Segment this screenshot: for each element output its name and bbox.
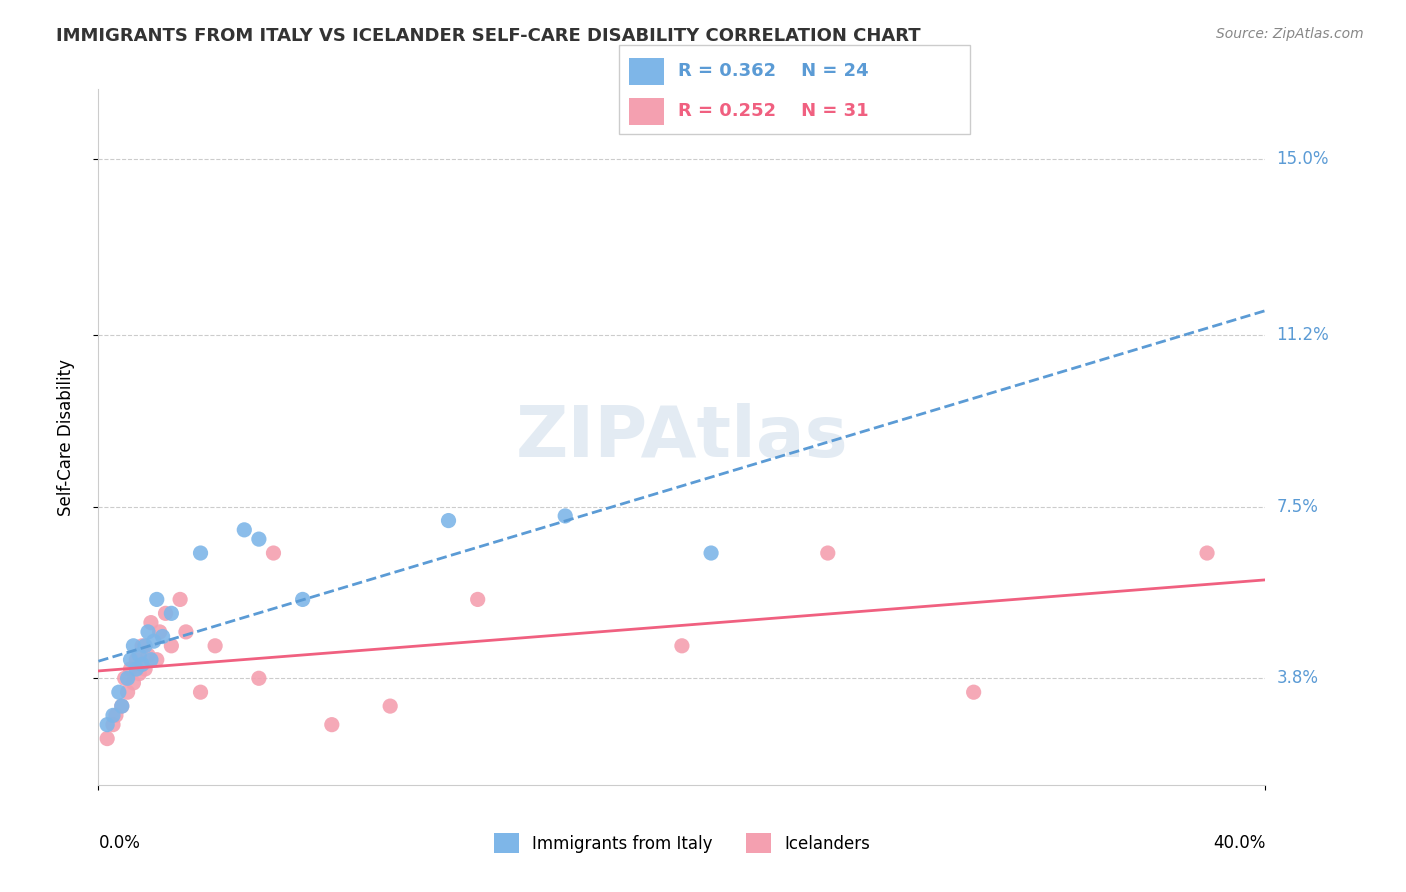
Point: [125, 653, 148, 667]
Point: [146, 592, 169, 607]
Y-axis label: Self-Care Disability: Self-Care Disability: [56, 359, 75, 516]
Point: [190, 685, 212, 699]
Point: [96, 731, 118, 746]
Point: [108, 685, 131, 699]
Text: ZIPAtlas: ZIPAtlas: [516, 402, 848, 472]
Point: [155, 607, 177, 621]
Text: IMMIGRANTS FROM ITALY VS ICELANDER SELF-CARE DISABILITY CORRELATION CHART: IMMIGRANTS FROM ITALY VS ICELANDER SELF-…: [56, 27, 921, 45]
Point: [122, 639, 145, 653]
Point: [817, 546, 839, 560]
Point: [125, 662, 148, 676]
Text: 0.0%: 0.0%: [98, 834, 141, 852]
Point: [111, 699, 134, 714]
Point: [962, 685, 984, 699]
Point: [247, 671, 270, 685]
Point: [120, 662, 142, 676]
Bar: [630, 58, 664, 85]
Text: 11.2%: 11.2%: [1277, 326, 1329, 344]
Point: [160, 607, 183, 621]
Point: [96, 717, 118, 731]
Point: [128, 666, 150, 681]
Point: [134, 662, 156, 676]
Bar: [630, 98, 664, 125]
Point: [136, 648, 159, 662]
Point: [1197, 546, 1219, 560]
Point: [120, 653, 142, 667]
Point: [146, 653, 169, 667]
Point: [152, 630, 174, 644]
Text: 15.0%: 15.0%: [1277, 150, 1329, 168]
Point: [467, 592, 489, 607]
Point: [169, 592, 191, 607]
Point: [117, 685, 139, 699]
Point: [554, 508, 576, 523]
Point: [114, 671, 136, 685]
Point: [131, 657, 153, 672]
Point: [134, 639, 156, 653]
Legend: Immigrants from Italy, Icelanders: Immigrants from Italy, Icelanders: [486, 827, 877, 860]
Point: [131, 639, 153, 653]
Point: [174, 624, 197, 639]
Point: [204, 639, 226, 653]
Point: [263, 546, 285, 560]
Text: Source: ZipAtlas.com: Source: ZipAtlas.com: [1216, 27, 1364, 41]
Point: [291, 592, 314, 607]
Point: [101, 717, 124, 731]
FancyBboxPatch shape: [619, 45, 970, 134]
Text: R = 0.362    N = 24: R = 0.362 N = 24: [678, 62, 869, 80]
Point: [160, 639, 183, 653]
Text: 40.0%: 40.0%: [1213, 834, 1265, 852]
Point: [104, 708, 127, 723]
Point: [136, 624, 159, 639]
Point: [233, 523, 256, 537]
Point: [380, 699, 402, 714]
Point: [139, 653, 162, 667]
Point: [437, 514, 460, 528]
Point: [128, 648, 150, 662]
Text: R = 0.252    N = 31: R = 0.252 N = 31: [678, 103, 869, 120]
Text: 3.8%: 3.8%: [1277, 669, 1319, 687]
Point: [190, 546, 212, 560]
Point: [117, 671, 139, 685]
Point: [101, 708, 124, 723]
Point: [122, 676, 145, 690]
Point: [149, 624, 172, 639]
Point: [142, 634, 165, 648]
Point: [139, 615, 162, 630]
Point: [111, 699, 134, 714]
Point: [247, 532, 270, 546]
Text: 7.5%: 7.5%: [1277, 498, 1319, 516]
Point: [321, 717, 343, 731]
Point: [700, 546, 723, 560]
Point: [671, 639, 693, 653]
